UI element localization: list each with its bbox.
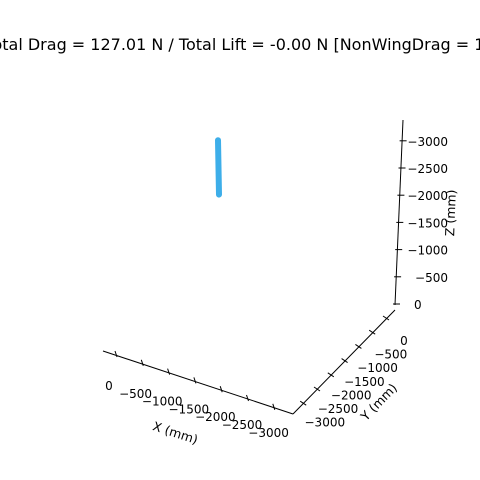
z-tick-label: 0 bbox=[414, 298, 422, 312]
y-tick-label: −2000 bbox=[331, 388, 372, 402]
y-tick-label: −2500 bbox=[318, 402, 359, 416]
z-tick-label: −1000 bbox=[407, 244, 448, 258]
y-tick-mark bbox=[355, 343, 362, 349]
x-tick-label: −1000 bbox=[142, 395, 183, 409]
x-tick-mark bbox=[140, 359, 144, 366]
x-tick-label: −1500 bbox=[169, 402, 210, 416]
x-tick-label: −500 bbox=[119, 387, 152, 401]
y-tick-label: −1000 bbox=[357, 361, 398, 375]
z-tick-label: −2000 bbox=[407, 189, 448, 203]
z-tick-label: −2500 bbox=[407, 162, 448, 176]
x-tick-label: −2500 bbox=[222, 418, 263, 432]
y-tick-mark bbox=[299, 400, 307, 406]
y-tick-label: −1500 bbox=[344, 375, 385, 389]
series-line-0 bbox=[215, 137, 222, 198]
z-axis-title: Z (mm) bbox=[442, 189, 459, 236]
y-tick-mark bbox=[368, 329, 376, 335]
y-tick-label: −3000 bbox=[305, 416, 346, 430]
axes-3d: 0−500−1000−1500−2000−2500−3000 0−500−100… bbox=[102, 119, 459, 447]
series-layer bbox=[215, 137, 222, 198]
x-tick-label: −3000 bbox=[248, 426, 289, 440]
x-tick-mark bbox=[246, 394, 249, 402]
z-tick-label: −1500 bbox=[407, 216, 448, 230]
x-tick-mark bbox=[114, 350, 118, 358]
z-axis-ticks: 0 −500 −1000 −1500 −2000 −2500 −3000 bbox=[393, 135, 448, 312]
chart-title: Total Drag = 127.01 N / Total Lift = -0.… bbox=[0, 35, 480, 54]
y-tick-label: 0 bbox=[400, 334, 408, 348]
x-tick-mark bbox=[272, 403, 276, 410]
z-axis-line bbox=[394, 119, 404, 306]
x-tick-mark bbox=[193, 377, 197, 384]
x-axis-ticks: 0 −500−1000−1500−2000−2500−3000 bbox=[105, 350, 289, 440]
x-tick-label: 0 bbox=[105, 379, 113, 393]
y-tick-mark bbox=[341, 358, 348, 364]
x-axis-title: X (mm) bbox=[151, 418, 200, 447]
y-tick-label: −500 bbox=[374, 348, 407, 362]
x-tick-label: −2000 bbox=[195, 410, 236, 424]
y-tick-mark bbox=[382, 315, 390, 321]
y-axis-ticks: 0−500−1000−1500−2000−2500−3000 bbox=[299, 315, 408, 430]
z-tick-label: −500 bbox=[415, 271, 448, 285]
y-axis-line bbox=[292, 309, 396, 415]
x-axis-line bbox=[102, 350, 294, 415]
y-tick-mark bbox=[327, 372, 335, 378]
x-tick-mark bbox=[219, 386, 223, 393]
z-tick-label: −3000 bbox=[407, 135, 448, 149]
y-tick-mark bbox=[313, 386, 321, 392]
x-tick-mark bbox=[167, 368, 171, 375]
